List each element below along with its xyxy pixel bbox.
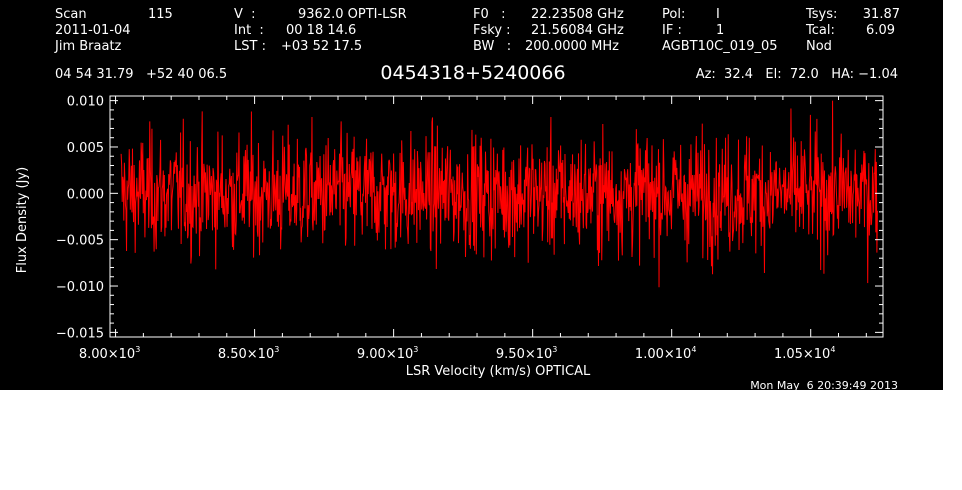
lst-key: LST : (234, 39, 266, 54)
x-axis-label: LSR Velocity (km/s) OPTICAL (406, 364, 591, 379)
x-tick-label: 1.05×104 (774, 345, 835, 362)
velocity-key: V : (234, 7, 256, 22)
az-el-ha: Az: 32.4 El: 72.0 HA: −1.04 (696, 67, 898, 82)
plot-frame (109, 95, 884, 338)
integration-value: 00 18 14.6 (286, 23, 356, 38)
fsky-value: 21.56084 GHz (531, 23, 624, 38)
pol-key: Pol: (662, 7, 685, 22)
pol-value: I (716, 7, 720, 22)
scan-label: Scan (55, 7, 87, 22)
tsys-value: 31.87 (863, 7, 900, 22)
spectrum-trace-layer (120, 100, 878, 288)
y-tick-label: −0.015 (56, 326, 104, 341)
source-name: 0454318+5240066 (380, 62, 565, 84)
bw-value: 200.0000 MHz (525, 39, 619, 54)
x-tick-label: 9.00×103 (357, 345, 418, 362)
velocity-value: 9362.0 OPTI-LSR (298, 7, 407, 22)
x-tick-label: 1.00×104 (635, 345, 696, 362)
y-tick-label: 0.000 (67, 187, 104, 202)
observer-name: Jim Braatz (54, 39, 122, 54)
y-tick-label: −0.005 (56, 234, 104, 249)
plot-timestamp: Mon May 6 20:39:49 2013 (750, 379, 898, 390)
y-tick-label: −0.010 (56, 280, 104, 295)
spectrum-series-line (120, 100, 878, 288)
x-tick-label: 8.00×103 (79, 345, 140, 362)
if-key: IF : (662, 23, 682, 38)
obs-date: 2011-01-04 (55, 23, 131, 38)
fsky-key: Fsky : (473, 23, 511, 38)
spectrum-plot: Scan 115 2011-01-04 Jim Braatz V : 9362.… (15, 7, 900, 390)
lst-value: +03 52 17.5 (281, 39, 362, 54)
axis-ticks: 8.00×103 8.50×103 9.00×103 9.50×103 1.00×104… (56, 95, 883, 362)
source-coordinates: 04 54 31.79 +52 40 06.5 (55, 67, 227, 82)
f0-value: 22.23508 GHz (531, 7, 624, 22)
y-tick-label: 0.005 (67, 141, 104, 156)
x-tick-label: 9.50×103 (496, 345, 557, 362)
bw-key: BW : (473, 39, 511, 54)
procedure-name: Nod (806, 39, 832, 54)
plot-window: Scan 115 2011-01-04 Jim Braatz V : 9362.… (0, 0, 943, 392)
scan-number: 115 (148, 7, 173, 22)
tcal-key: Tcal: (805, 23, 835, 38)
f0-key: F0 : (473, 7, 506, 22)
integration-key: Int : (234, 23, 264, 38)
tcal-value: 6.09 (866, 23, 895, 38)
x-tick-label: 8.50×103 (218, 345, 279, 362)
project-id: AGBT10C_019_05 (662, 39, 778, 54)
y-axis-label: Flux Density (Jy) (15, 167, 30, 273)
tsys-key: Tsys: (805, 7, 837, 22)
y-tick-label: 0.010 (67, 95, 104, 110)
if-value: 1 (716, 23, 724, 38)
